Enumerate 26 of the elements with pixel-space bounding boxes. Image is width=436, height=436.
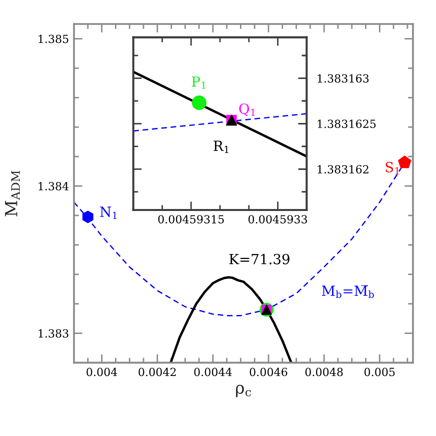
x-axis-title: ρ$_{c}$ — [236, 384, 251, 398]
series-label: M$_{b}$=M̅$_{b}$ — [322, 285, 374, 298]
point — [398, 155, 412, 168]
y-axis-title: M$_{ADM}$ — [5, 170, 20, 216]
x-tick-label: 0.005 — [364, 368, 395, 376]
x-tick-label: 0.0044 — [194, 368, 232, 376]
y-tick-label: 1.385 — [38, 34, 68, 44]
x-tick-label: 0.0042 — [138, 368, 176, 376]
y-tick-label: 1.383 — [38, 329, 68, 338]
x-tick-label: 0.00459315 — [158, 215, 224, 224]
x-tick-label: 0.0046 — [250, 368, 288, 376]
series-label: R$_{1}$ — [214, 140, 228, 154]
x-tick-label: 0.004 — [86, 368, 118, 376]
y2-tick-label: 1.383163 — [318, 74, 369, 83]
x-tick-label: 0.0045933 — [248, 215, 307, 224]
y2-tick-label: 1.383162 — [318, 165, 368, 174]
x-tick-label: 0.0048 — [305, 368, 343, 376]
series-label: P$_{1}$ — [192, 76, 206, 89]
line-series — [170, 276, 292, 363]
point — [82, 210, 94, 224]
series-label: S$_{1}$ — [386, 162, 399, 174]
series-label: Q$_{1}$ — [239, 103, 255, 116]
y-tick-label: 1.384 — [38, 182, 69, 190]
y2-tick-label: 1.3831625 — [318, 120, 376, 128]
series-label: N$_{1}$ — [100, 206, 117, 219]
series-label: K=71.39 — [229, 254, 290, 264]
